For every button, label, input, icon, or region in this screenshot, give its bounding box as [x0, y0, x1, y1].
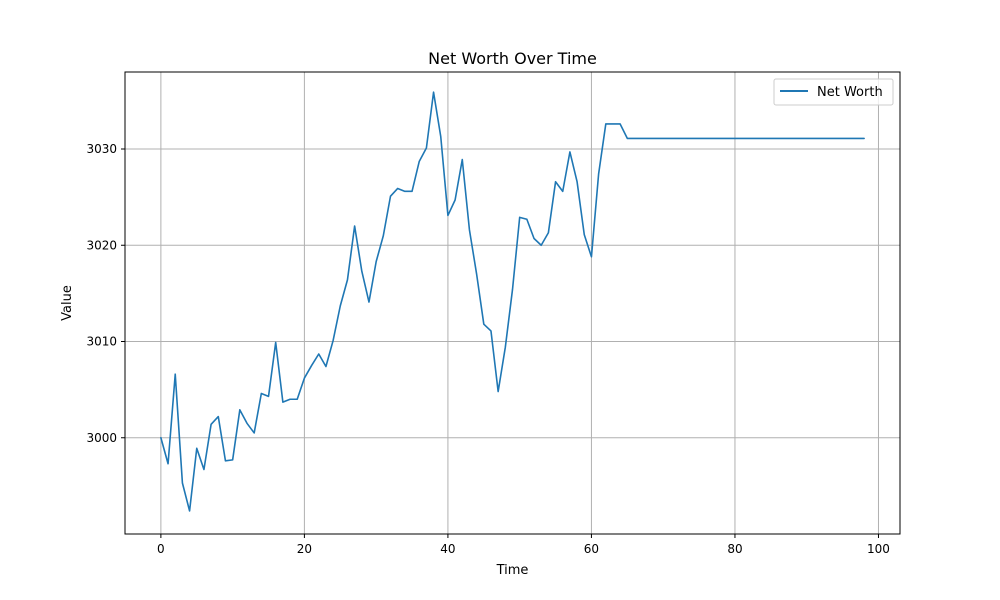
series-layer [160, 91, 865, 512]
legend-box [773, 78, 894, 106]
x-tick-label: 40 [440, 542, 455, 556]
series-line-net-worth [160, 91, 865, 512]
x-tick-label: 80 [727, 542, 742, 556]
x-tick-label: 60 [584, 542, 599, 556]
x-tick-label: 20 [297, 542, 312, 556]
legend: Net Worth [773, 78, 894, 106]
y-tick-label: 3020 [86, 238, 117, 252]
x-tick-label: 100 [867, 542, 890, 556]
grid-lines [125, 72, 900, 534]
axis-ticks: 0 20 40 60 80 100 3000 3010 3020 3030 [86, 142, 889, 556]
y-tick-label: 3010 [86, 335, 117, 349]
legend-label-net-worth: Net Worth [817, 85, 883, 100]
chart-title: Net Worth Over Time [428, 49, 597, 68]
y-tick-label: 3000 [86, 431, 117, 445]
y-axis-label: Value [60, 285, 75, 321]
x-axis-label: Time [496, 563, 529, 578]
plot-frame [124, 71, 901, 535]
x-tick-label: 0 [157, 542, 165, 556]
y-tick-label: 3030 [86, 142, 117, 156]
